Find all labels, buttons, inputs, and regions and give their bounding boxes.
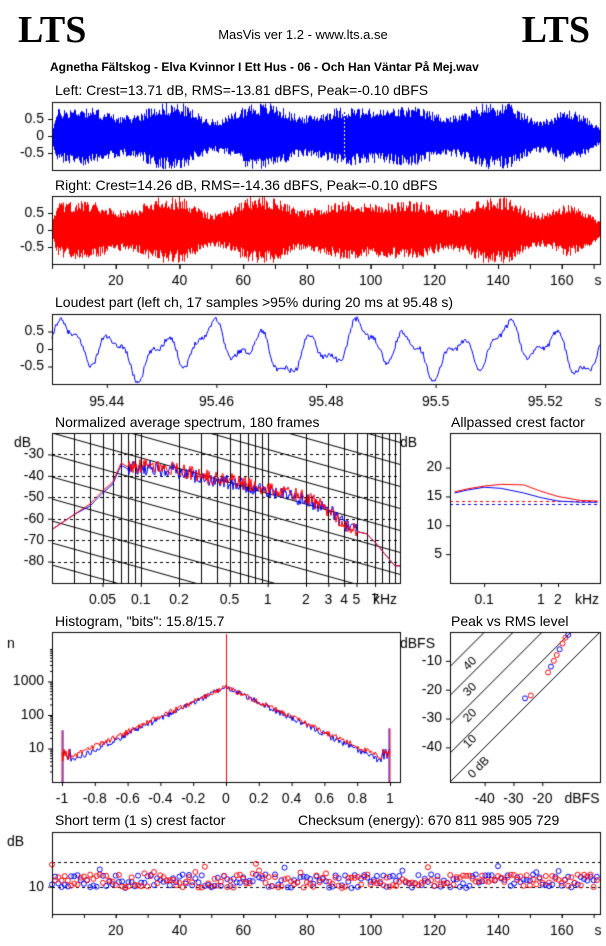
short-term-crest-title: Short term (1 s) crest factor — [55, 812, 226, 828]
checksum: Checksum (energy): 670 811 985 905 729 — [298, 812, 560, 828]
app-version: MasVis ver 1.2 - www.lts.a.se — [218, 27, 388, 42]
loudest-part-title: Loudest part (left ch, 17 samples >95% d… — [55, 294, 454, 310]
lts-logo-left: LTS — [18, 9, 87, 51]
lts-logo-right: LTS — [521, 9, 590, 51]
left-waveform-title: Left: Crest=13.71 dB, RMS=-13.81 dBFS, P… — [55, 82, 429, 98]
spectrum-title: Normalized average spectrum, 180 frames — [55, 414, 320, 430]
histogram-title: Histogram, "bits": 15.8/15.7 — [55, 613, 225, 629]
allpass-title: Allpassed crest factor — [451, 414, 585, 430]
peak-rms-title: Peak vs RMS level — [451, 613, 569, 629]
track-title: Agnetha Fältskog - Elva Kvinnor I Ett Hu… — [50, 60, 479, 74]
right-waveform-title: Right: Crest=14.26 dB, RMS=-14.36 dBFS, … — [55, 177, 438, 193]
